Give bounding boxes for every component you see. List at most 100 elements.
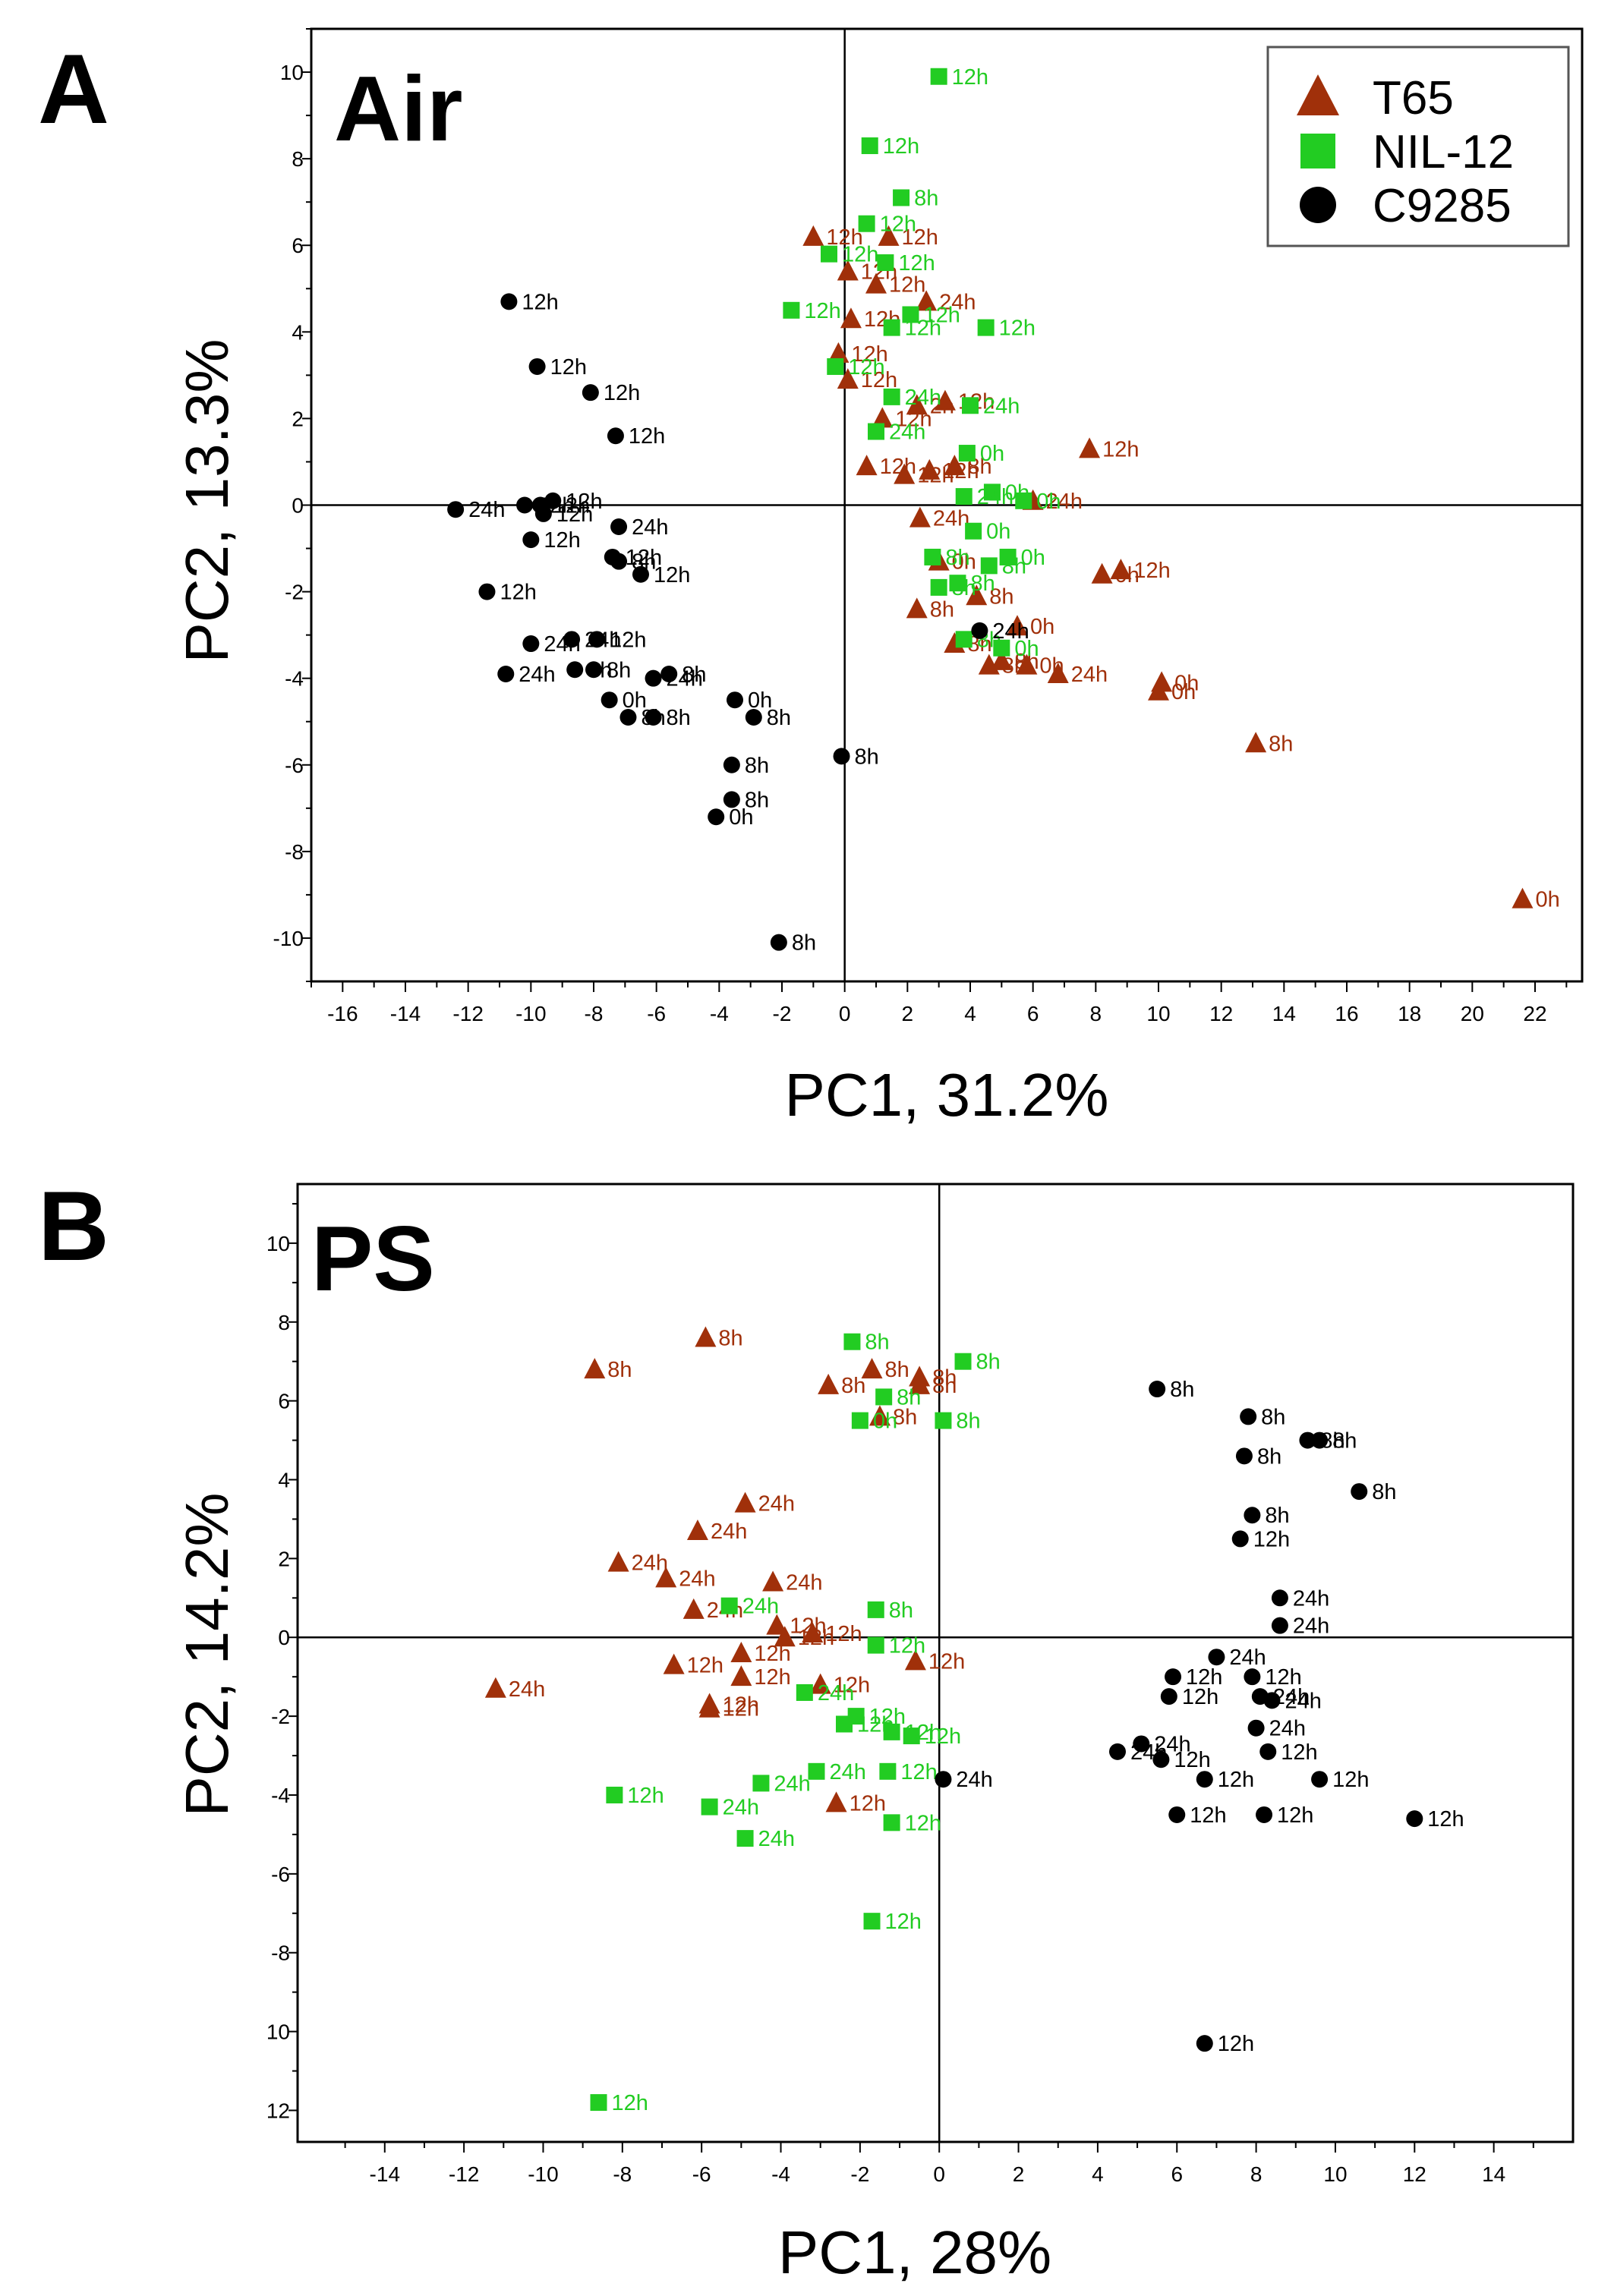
point-label-c9285-b: 8h <box>1170 1378 1194 1402</box>
x-tick-label-b: 14 <box>1482 2162 1505 2186</box>
point-t65-b <box>904 1649 926 1671</box>
point-label-c9285-b: 12h <box>1218 2032 1254 2056</box>
point-c9285-b <box>1351 1483 1368 1501</box>
point-label-t65-b: 12h <box>723 1697 759 1721</box>
point-nil-12-b <box>875 1388 893 1406</box>
point-label-nil-12-a: 0h <box>1005 480 1029 505</box>
point-c9285-b <box>1271 1589 1288 1607</box>
x-tick-label-a: -2 <box>773 1002 792 1025</box>
x-tick-label-b: 8 <box>1250 2162 1263 2186</box>
point-label-t65-b: 24h <box>632 1551 668 1576</box>
point-nil-12-b <box>847 1708 865 1725</box>
point-label-t65-b: 24h <box>758 1492 795 1516</box>
y-axis-title-a: PC2, 13.3% <box>173 339 241 663</box>
point-t65-a <box>916 290 938 311</box>
point-label-nil-12-b: 8h <box>897 1385 921 1409</box>
point-label-c9285-b: 12h <box>1281 1740 1317 1765</box>
point-c9285-a <box>660 665 678 682</box>
point-label-t65-b: 12h <box>850 1791 886 1816</box>
point-label-c9285-a: 8h <box>855 745 879 769</box>
point-t65-a <box>1148 679 1169 701</box>
x-tick-label-b: 4 <box>1092 2162 1104 2186</box>
point-label-nil-12-b: 12h <box>925 1724 961 1749</box>
x-tick-label-b: 12 <box>1403 2162 1426 2186</box>
point-label-t65-a: 8h <box>989 584 1013 609</box>
point-nil-12-b <box>701 1798 718 1816</box>
point-label-nil-12-b: 12h <box>889 1634 925 1658</box>
y-tick-label-a: 10 <box>280 61 304 84</box>
point-c9285-a <box>723 756 740 773</box>
point-c9285-a <box>588 631 606 648</box>
point-label-t65-a: 12h <box>880 455 916 479</box>
point-label-c9285-a: 0h <box>748 688 772 713</box>
x-tick-label-b: 0 <box>933 2162 945 2186</box>
point-t65-a <box>1110 559 1132 580</box>
point-t65-a <box>1007 615 1028 636</box>
point-label-nil-12-a: 0h <box>986 520 1010 544</box>
point-t65-b <box>698 1696 720 1718</box>
point-label-c9285-a: 8h <box>767 706 791 730</box>
point-label-t65-b: 12h <box>754 1665 790 1690</box>
point-c9285-a <box>566 661 584 679</box>
point-label-c9285-a: 12h <box>500 581 536 605</box>
point-label-c9285-b: 24h <box>1269 1717 1306 1741</box>
point-label-nil-12-b: 8h <box>956 1409 980 1434</box>
point-label-t65-a: 8h <box>930 597 954 622</box>
x-tick-label-a: 22 <box>1523 1002 1546 1025</box>
point-label-c9285-b: 24h <box>1293 1586 1329 1611</box>
point-c9285-a <box>585 661 602 679</box>
point-c9285-b <box>1263 1692 1281 1709</box>
point-c9285-b <box>1235 1447 1253 1465</box>
x-tick-label-a: 10 <box>1146 1002 1170 1025</box>
point-nil-12-a <box>783 301 800 319</box>
point-label-t65-b: 12h <box>825 1622 862 1646</box>
point-nil-12-a <box>962 397 979 414</box>
x-tick-label-b: 10 <box>1323 2162 1347 2186</box>
point-label-t65-a: 24h <box>939 290 976 314</box>
point-label-c9285-b: 24h <box>956 1768 992 1792</box>
x-tick-label-b: -14 <box>370 2162 400 2186</box>
point-label-t65-b: 24h <box>786 1571 822 1595</box>
point-nil-12-b <box>883 1723 900 1740</box>
point-c9285-a <box>610 518 628 536</box>
point-c9285-a <box>582 384 599 402</box>
point-nil-12-a <box>893 189 910 206</box>
point-c9285-a <box>601 691 618 709</box>
x-tick-label-a: 14 <box>1272 1002 1296 1025</box>
point-label-nil-12-a: 12h <box>923 304 960 328</box>
point-label-nil-12-a: 12h <box>880 213 916 237</box>
legend: T65 NIL-12 C9285 <box>1266 46 1570 247</box>
point-nil-12-b <box>954 1353 972 1370</box>
y-tick-label-a: -6 <box>285 754 304 777</box>
point-t65-a <box>909 506 931 528</box>
point-label-t65-a: 24h <box>1071 663 1108 687</box>
point-label-nil-12-b: 8h <box>865 1331 889 1355</box>
point-nil-12-b <box>606 1786 623 1803</box>
y-tick-label-b: 12 <box>266 2099 290 2122</box>
point-c9285-b <box>1109 1743 1126 1760</box>
point-label-nil-12-a: 24h <box>905 386 941 410</box>
point-label-t65-a: 0h <box>1115 563 1140 587</box>
point-label-c9285-a: 12h <box>654 563 690 587</box>
point-nil-12-a <box>858 215 875 232</box>
point-label-nil-12-a: 24h <box>889 420 925 445</box>
point-label-nil-12-b: 24h <box>723 1796 759 1820</box>
point-t65-b <box>484 1677 506 1698</box>
y-tick-label-a: -8 <box>285 840 304 864</box>
panel-letter-b: B <box>38 1170 109 1281</box>
point-t65-a <box>837 368 859 389</box>
point-nil-12-a <box>955 631 972 648</box>
point-t65-a <box>1245 732 1267 753</box>
y-axis-title-b: PC2, 14.2% <box>173 1493 241 1817</box>
point-label-c9285-a: 8h <box>607 658 631 682</box>
point-c9285-b <box>1240 1408 1257 1425</box>
point-label-nil-12-a: 0h <box>1014 637 1039 661</box>
x-tick-label-b: 6 <box>1171 2162 1183 2186</box>
point-label-t65-a: 12h <box>826 225 862 250</box>
point-c9285-a <box>500 293 518 310</box>
point-label-c9285-b: 24h <box>1285 1689 1321 1713</box>
y-tick-label-b: 10 <box>266 2020 290 2044</box>
point-nil-12-b <box>879 1762 897 1780</box>
point-nil-12-a <box>1015 492 1032 509</box>
y-tick-label-b: 6 <box>278 1390 290 1413</box>
